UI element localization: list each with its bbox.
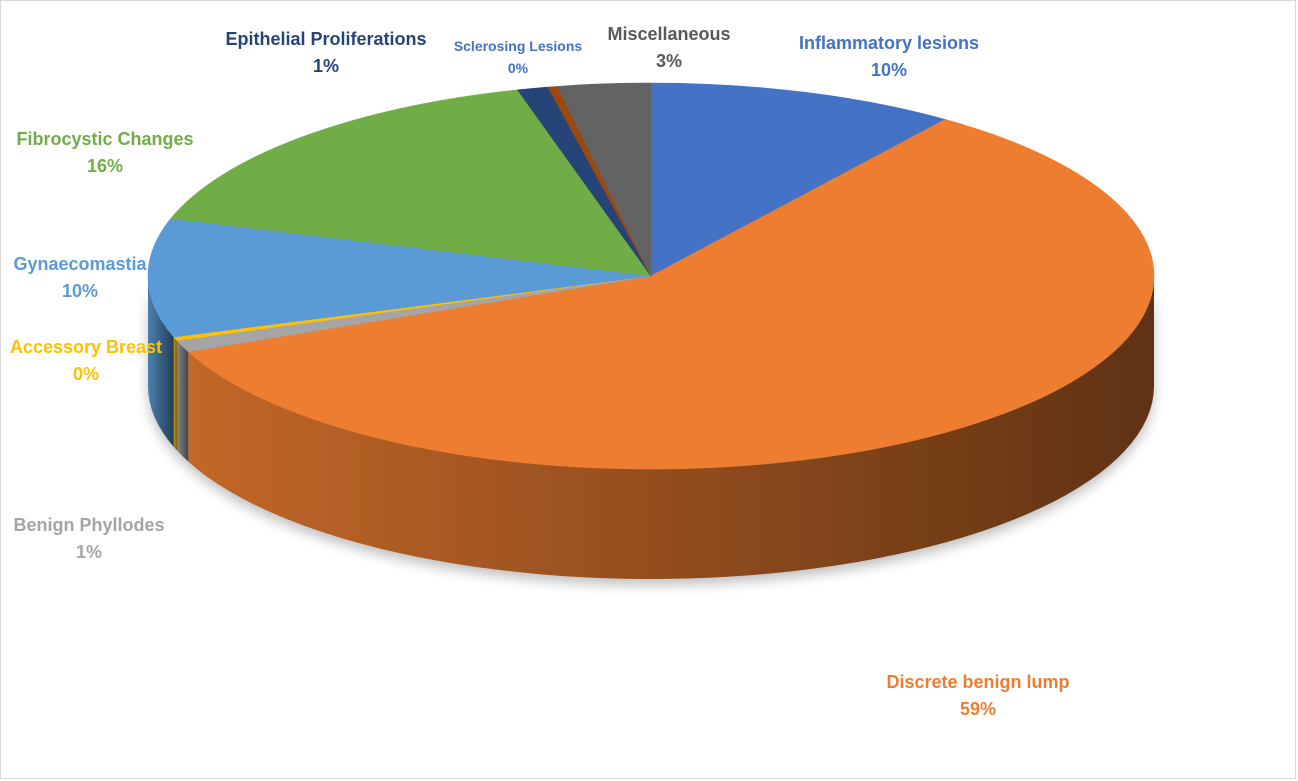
pie-wall-benign-phyllodes <box>176 340 189 462</box>
pie-slice-gynaecomastia <box>147 218 652 338</box>
pie-wall-accessory-breast <box>173 337 177 451</box>
pie-wall-gynaecomastia <box>148 276 174 448</box>
pie-labels: Inflammatory lesions 10% Discrete benign l… <box>10 24 1070 719</box>
value-fibrocystic-changes: 16% <box>87 156 123 176</box>
value-benign-phyllodes: 1% <box>76 542 102 562</box>
label-accessory-breast: Accessory Breast <box>10 337 162 357</box>
value-miscellaneous: 3% <box>656 51 682 71</box>
pie-slice-fibrocystic-changes <box>170 89 652 277</box>
label-epithelial-proliferations: Epithelial Proliferations <box>225 29 426 49</box>
value-sclerosing-lesions: 0% <box>508 60 529 76</box>
pie-slice-inflammatory-lesions <box>650 82 946 277</box>
label-miscellaneous: Miscellaneous <box>607 24 730 44</box>
label-discrete-benign-lump: Discrete benign lump <box>886 672 1069 692</box>
value-discrete-benign-lump: 59% <box>960 699 996 719</box>
pie-wall-discrete-benign-lump <box>188 276 1155 579</box>
pie-slice-discrete-benign-lump <box>187 119 1155 470</box>
pie-slice-miscellaneous <box>556 82 652 277</box>
value-inflammatory-lesions: 10% <box>871 60 907 80</box>
value-gynaecomastia: 10% <box>62 281 98 301</box>
label-benign-phyllodes: Benign Phyllodes <box>13 515 164 535</box>
label-gynaecomastia: Gynaecomastia <box>13 254 147 274</box>
pie-side-walls <box>148 276 1155 579</box>
value-accessory-breast: 0% <box>73 364 99 384</box>
value-epithelial-proliferations: 1% <box>313 56 339 76</box>
label-fibrocystic-changes: Fibrocystic Changes <box>16 129 193 149</box>
label-inflammatory-lesions: Inflammatory lesions <box>799 33 979 53</box>
label-sclerosing-lesions: Sclerosing Lesions <box>454 38 583 54</box>
pie-top <box>147 82 1155 470</box>
